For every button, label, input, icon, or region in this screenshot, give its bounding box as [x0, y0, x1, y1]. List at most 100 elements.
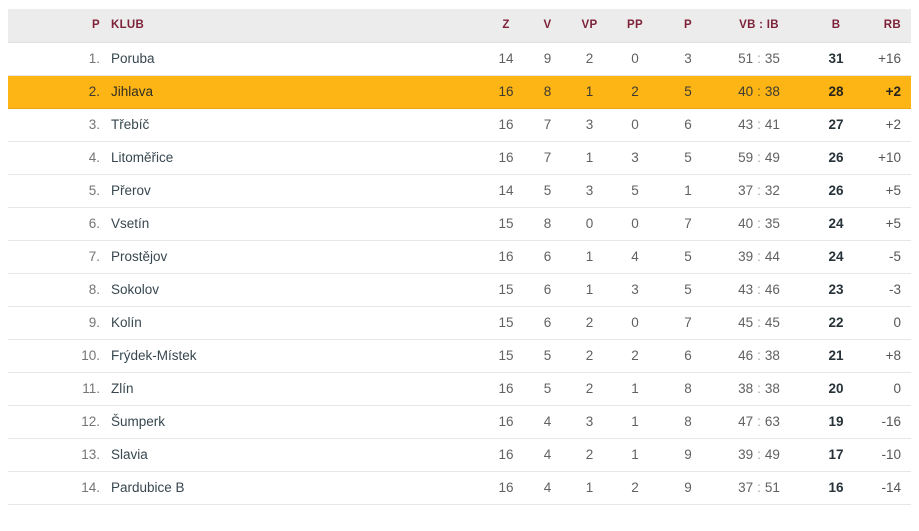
cell-ot-wins: 0: [568, 207, 611, 241]
cell-position: 9.: [8, 306, 104, 340]
cell-points: 16: [801, 471, 871, 505]
cell-games: 15: [485, 207, 527, 241]
cell-position: 7.: [8, 240, 104, 274]
cell-ot-wins: 3: [568, 108, 611, 142]
table-body: 1. Poruba 14 9 2 0 3 51:35 31 +16 2. Jih…: [8, 42, 911, 505]
goals-for: 37: [738, 183, 754, 198]
goals-for: 45: [738, 315, 754, 330]
cell-games: 14: [485, 174, 527, 208]
cell-points: 31: [801, 42, 871, 76]
cell-club-name: Přerov: [104, 174, 485, 208]
cell-ot-wins: 2: [568, 306, 611, 340]
cell-wins: 8: [527, 75, 568, 109]
cell-club-name: Sokolov: [104, 273, 485, 307]
goals-against: 51: [764, 480, 780, 495]
score-separator-icon: :: [757, 447, 761, 462]
cell-ot-losses: 1: [611, 438, 659, 472]
cell-club-name: Frýdek-Místek: [104, 339, 485, 373]
cell-position: 10.: [8, 339, 104, 373]
goals-for: 40: [738, 84, 754, 99]
score-separator-icon: :: [757, 348, 761, 363]
cell-wins: 5: [527, 339, 568, 373]
goals-against: 35: [764, 216, 780, 231]
cell-goal-diff: -10: [871, 438, 911, 472]
score-separator-icon: :: [757, 183, 761, 198]
cell-losses: 5: [659, 273, 717, 307]
cell-club-name: Zlín: [104, 372, 485, 406]
cell-ot-losses: 0: [611, 207, 659, 241]
standings-table: P KLUB Z V VP PP P VB : IB B RB 1. Porub…: [8, 9, 911, 505]
score-separator-icon: :: [757, 117, 761, 132]
goals-for: 59: [738, 150, 754, 165]
col-header-losses: P: [659, 9, 717, 43]
table-row: 12. Šumperk 16 4 3 1 8 47:63 19 -16: [8, 405, 911, 439]
cell-goal-diff: -14: [871, 471, 911, 505]
cell-points: 24: [801, 207, 871, 241]
goals-for: 39: [738, 447, 754, 462]
table-row: 2. Jihlava 16 8 1 2 5 40:38 28 +2: [8, 75, 911, 109]
cell-losses: 1: [659, 174, 717, 208]
score-separator-icon: :: [757, 216, 761, 231]
cell-losses: 6: [659, 108, 717, 142]
cell-goal-diff: +5: [871, 207, 911, 241]
cell-position: 3.: [8, 108, 104, 142]
table-row: 9. Kolín 15 6 2 0 7 45:45 22 0: [8, 306, 911, 340]
cell-wins: 6: [527, 240, 568, 274]
cell-points: 27: [801, 108, 871, 142]
cell-ot-wins: 2: [568, 339, 611, 373]
cell-goals: 37:32: [717, 174, 801, 208]
cell-goals: 45:45: [717, 306, 801, 340]
table-row: 6. Vsetín 15 8 0 0 7 40:35 24 +5: [8, 207, 911, 241]
cell-ot-losses: 1: [611, 372, 659, 406]
cell-wins: 4: [527, 405, 568, 439]
cell-position: 5.: [8, 174, 104, 208]
goals-for: 47: [738, 414, 754, 429]
cell-position: 4.: [8, 141, 104, 175]
goals-against: 38: [764, 381, 780, 396]
goals-against: 38: [764, 84, 780, 99]
cell-losses: 6: [659, 339, 717, 373]
cell-goal-diff: +16: [871, 42, 911, 76]
score-separator-icon: :: [757, 315, 761, 330]
header-row: P KLUB Z V VP PP P VB : IB B RB: [8, 9, 911, 43]
cell-wins: 5: [527, 372, 568, 406]
cell-points: 22: [801, 306, 871, 340]
cell-position: 1.: [8, 42, 104, 76]
cell-points: 26: [801, 174, 871, 208]
table-header: P KLUB Z V VP PP P VB : IB B RB: [8, 9, 911, 43]
score-separator-icon: :: [757, 282, 761, 297]
cell-points: 26: [801, 141, 871, 175]
goals-for: 40: [738, 216, 754, 231]
goals-against: 41: [764, 117, 780, 132]
cell-games: 16: [485, 240, 527, 274]
cell-goal-diff: +2: [871, 108, 911, 142]
goals-against: 63: [764, 414, 780, 429]
cell-ot-wins: 1: [568, 75, 611, 109]
cell-position: 14.: [8, 471, 104, 505]
cell-wins: 8: [527, 207, 568, 241]
cell-club-name: Vsetín: [104, 207, 485, 241]
goals-for: 37: [738, 480, 754, 495]
cell-position: 13.: [8, 438, 104, 472]
cell-ot-wins: 2: [568, 42, 611, 76]
cell-ot-wins: 3: [568, 405, 611, 439]
cell-goal-diff: +2: [871, 75, 911, 109]
cell-ot-wins: 1: [568, 273, 611, 307]
cell-games: 16: [485, 438, 527, 472]
cell-goals: 43:41: [717, 108, 801, 142]
cell-goals: 39:44: [717, 240, 801, 274]
table-row: 4. Litoměřice 16 7 1 3 5 59:49 26 +10: [8, 141, 911, 175]
cell-position: 6.: [8, 207, 104, 241]
cell-club-name: Třebíč: [104, 108, 485, 142]
cell-ot-wins: 2: [568, 372, 611, 406]
cell-losses: 5: [659, 240, 717, 274]
cell-games: 16: [485, 372, 527, 406]
goals-against: 32: [764, 183, 780, 198]
table-row: 5. Přerov 14 5 3 5 1 37:32 26 +5: [8, 174, 911, 208]
cell-ot-losses: 4: [611, 240, 659, 274]
cell-points: 21: [801, 339, 871, 373]
goals-for: 43: [738, 282, 754, 297]
cell-goal-diff: 0: [871, 306, 911, 340]
cell-games: 16: [485, 471, 527, 505]
table-row: 1. Poruba 14 9 2 0 3 51:35 31 +16: [8, 42, 911, 76]
